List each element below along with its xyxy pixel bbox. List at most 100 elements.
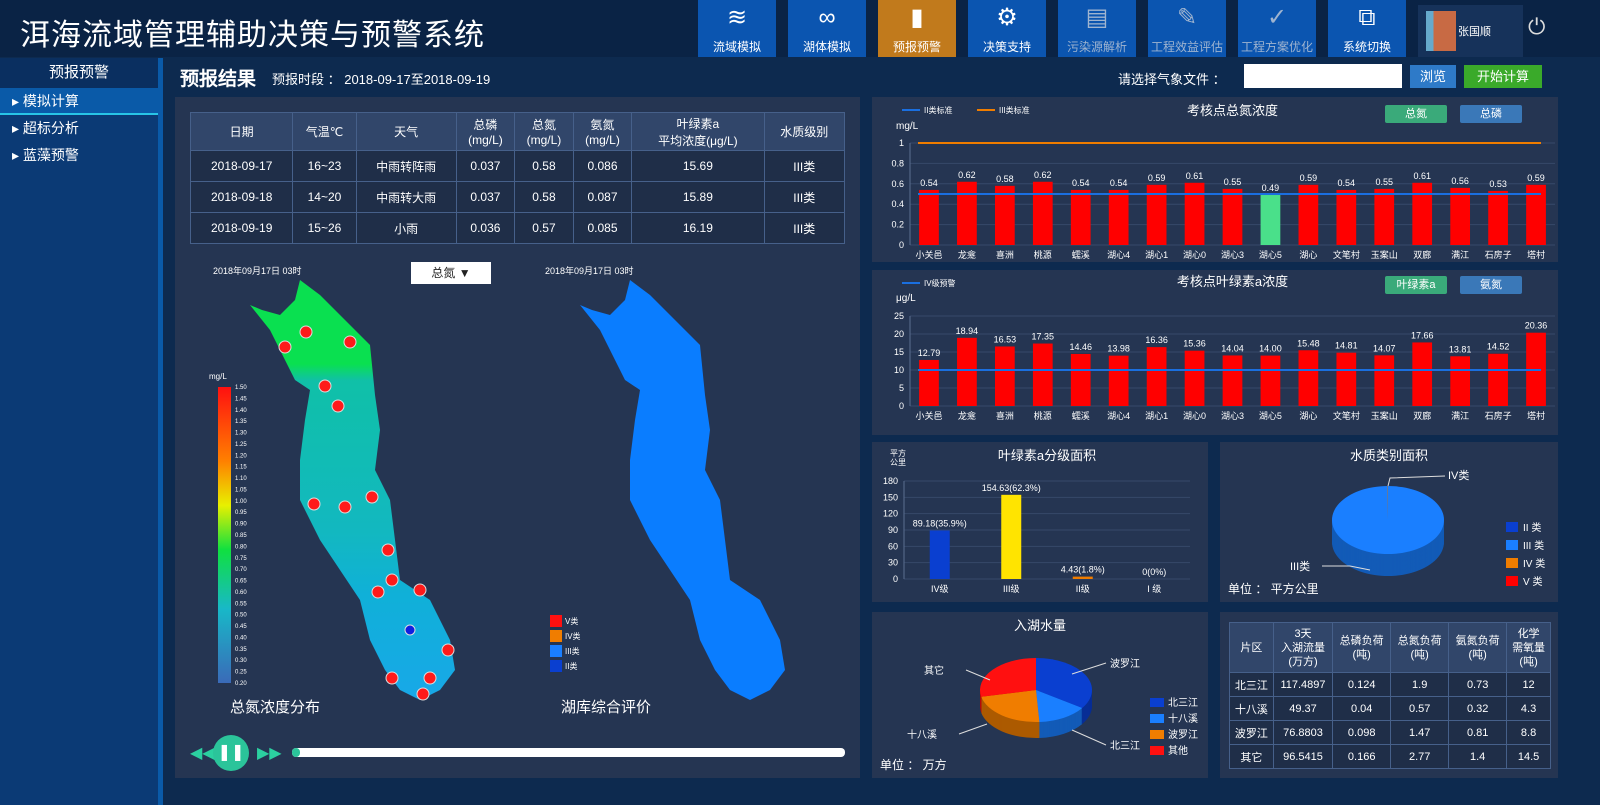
monitoring-point[interactable] <box>416 687 430 701</box>
bar[interactable] <box>929 530 950 579</box>
sidebar-item-simulate[interactable]: ▸ 模拟计算 <box>0 88 158 115</box>
bar[interactable] <box>1298 350 1319 406</box>
bar[interactable] <box>1072 576 1093 579</box>
bar[interactable] <box>1146 184 1167 245</box>
bar[interactable] <box>1260 195 1281 245</box>
start-calc-button[interactable]: 开始计算 <box>1464 65 1542 88</box>
bar[interactable] <box>994 346 1015 406</box>
table-cell: 0.81 <box>1448 720 1508 745</box>
weather-file-input[interactable] <box>1244 64 1402 88</box>
rewind-icon[interactable]: ◀◀ <box>190 745 215 762</box>
user-info[interactable]: 张国顺 <box>1418 5 1523 57</box>
bar[interactable] <box>1146 347 1167 406</box>
pie-slice[interactable] <box>1331 486 1444 554</box>
bar[interactable] <box>1450 356 1471 406</box>
pie-slice[interactable] <box>981 690 1040 722</box>
bar[interactable] <box>1526 184 1546 245</box>
monitoring-point[interactable] <box>338 500 352 514</box>
fast-forward-icon[interactable]: ▶▶ <box>257 745 282 762</box>
bar[interactable] <box>1374 188 1395 245</box>
bar[interactable] <box>1374 355 1395 406</box>
bar[interactable] <box>1450 187 1471 245</box>
nav-2[interactable]: ▮ 预报预警 <box>878 0 956 57</box>
colorbar-tick: 0.55 <box>235 601 247 607</box>
bar[interactable] <box>1298 184 1319 245</box>
colorbar-tick: 0.85 <box>235 533 247 539</box>
bar[interactable] <box>1412 342 1433 406</box>
pie-slice[interactable] <box>1036 658 1092 709</box>
nav-5[interactable]: ✎ 工程效益评估 <box>1148 0 1226 57</box>
bar[interactable] <box>1108 355 1129 406</box>
legend-label: 其他 <box>1168 744 1188 757</box>
monitoring-point[interactable] <box>365 490 379 504</box>
sidebar-item-exceed[interactable]: ▸ 超标分析 <box>12 120 79 136</box>
bar[interactable] <box>1070 189 1091 245</box>
timeline-slider[interactable] <box>292 748 845 757</box>
tn-button[interactable]: 总氮 <box>1385 105 1447 123</box>
column-header: 叶绿素a 平均浓度(μg/L) <box>631 112 765 151</box>
bar[interactable] <box>1184 350 1205 406</box>
monitoring-point[interactable] <box>385 573 399 587</box>
nav-3[interactable]: ⚙ 决策支持 <box>968 0 1046 57</box>
browse-button[interactable]: 浏览 <box>1410 65 1456 88</box>
bar[interactable] <box>919 359 939 406</box>
bar[interactable] <box>919 189 939 245</box>
header-line: 日期 <box>229 125 254 139</box>
monitoring-point[interactable] <box>381 543 395 557</box>
bar[interactable] <box>957 337 977 406</box>
bar[interactable] <box>1336 189 1357 245</box>
monitoring-point[interactable] <box>441 643 455 657</box>
nav-4[interactable]: ▤ 污染源解析 <box>1058 0 1136 57</box>
monitoring-point[interactable] <box>318 379 332 393</box>
monitoring-point[interactable] <box>343 335 357 349</box>
tp-button[interactable]: 总磷 <box>1460 105 1522 123</box>
nav-6[interactable]: ✓ 工程方案优化 <box>1238 0 1316 57</box>
nav-7[interactable]: ⧉ 系统切换 <box>1328 0 1406 57</box>
legend-swatch <box>550 630 562 642</box>
x-tick-label: 湖心3 <box>1221 411 1244 421</box>
monitoring-point[interactable] <box>307 497 321 511</box>
sidebar-item-algae[interactable]: ▸ 蓝藻预警 <box>12 147 79 163</box>
nav-0[interactable]: ≋ 流域模拟 <box>698 0 776 57</box>
pause-button[interactable]: ❚❚ <box>213 735 249 771</box>
power-icon[interactable]: ⏻ <box>1528 14 1546 39</box>
bar[interactable] <box>1222 188 1243 245</box>
monitoring-point[interactable] <box>385 671 399 685</box>
bar[interactable] <box>1070 353 1091 406</box>
monitoring-point[interactable] <box>413 583 427 597</box>
label-leader <box>958 723 988 735</box>
bar[interactable] <box>1412 182 1433 245</box>
bar[interactable] <box>1260 355 1281 406</box>
pie-slice[interactable] <box>1036 690 1083 722</box>
bar[interactable] <box>1336 352 1357 406</box>
monitoring-point[interactable] <box>278 340 292 354</box>
bar[interactable] <box>994 185 1015 245</box>
chla-chart: 考核点叶绿素a浓度 μg/L 0 5 10 15 20 25 12.79 小关邑 18.94 龙龛 16… <box>894 274 1555 421</box>
sidebar-collapse-handle[interactable] <box>158 58 163 805</box>
monitoring-point[interactable] <box>299 325 313 339</box>
bar[interactable] <box>1488 190 1508 245</box>
bar[interactable] <box>1488 353 1508 406</box>
pie-slice[interactable] <box>980 658 1036 697</box>
monitoring-point[interactable] <box>423 671 437 685</box>
bar[interactable] <box>1222 355 1243 406</box>
chla-button[interactable]: 叶绿素a <box>1385 276 1447 294</box>
nav-1[interactable]: ∞ 湖体模拟 <box>788 0 866 57</box>
chart-title: 考核点叶绿素a浓度 <box>1177 274 1288 289</box>
table-cell: 中雨转大雨 <box>355 181 457 213</box>
x-tick-label: 湖心0 <box>1183 411 1206 421</box>
bar[interactable] <box>957 181 977 245</box>
lake-evaluation-map[interactable] <box>580 280 785 700</box>
species-dropdown[interactable]: 总氮 ▼ <box>411 262 491 284</box>
bar[interactable] <box>1108 189 1129 245</box>
bar[interactable] <box>1032 343 1053 406</box>
monitoring-point[interactable] <box>371 585 385 599</box>
data-label: 0.62 <box>1034 170 1052 180</box>
bar[interactable] <box>1001 494 1022 579</box>
monitoring-point[interactable] <box>331 399 345 413</box>
bar[interactable] <box>1184 182 1205 245</box>
label-leader <box>1071 729 1107 746</box>
nh3n-button[interactable]: 氨氮 <box>1460 276 1522 294</box>
monitoring-point-highlight[interactable] <box>404 624 416 636</box>
bar[interactable] <box>1032 181 1053 245</box>
